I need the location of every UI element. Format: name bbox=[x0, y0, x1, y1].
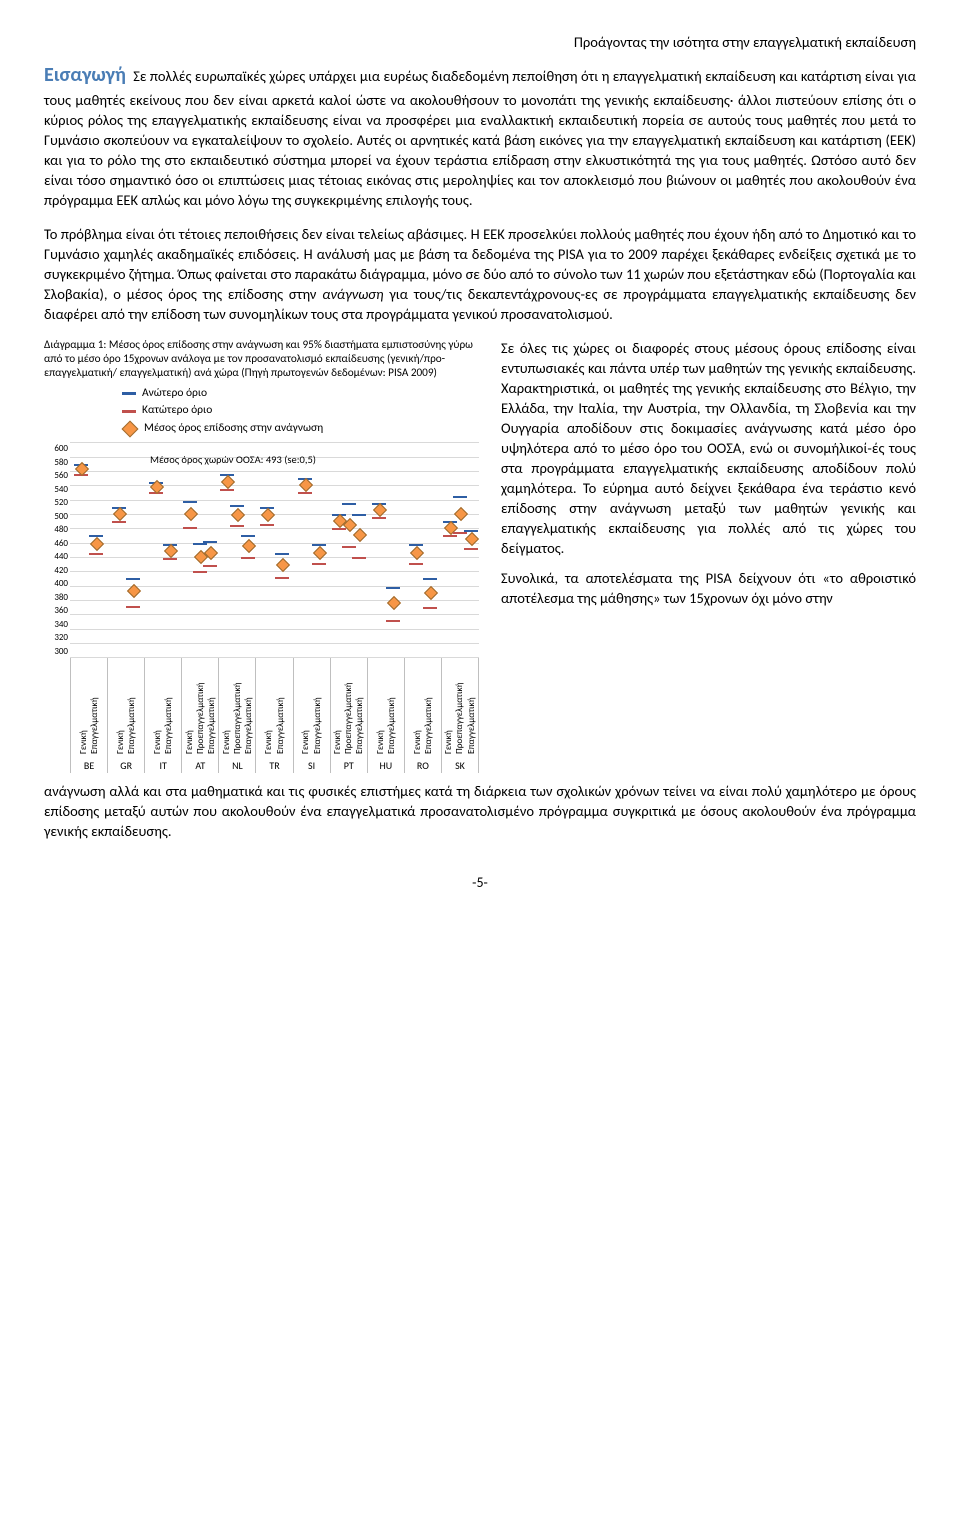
datapoint bbox=[260, 443, 274, 658]
track-label: Επαγγελματική bbox=[244, 661, 253, 755]
legend-lower: Κατώτερο όριο bbox=[142, 403, 212, 419]
track-label: Επαγγελματική bbox=[387, 661, 396, 755]
legend-mean: Μέσος όρος επίδοσης στην ανάγνωση bbox=[144, 421, 323, 437]
paragraph-2: Το πρόβλημα είναι ότι τέτοιες πεποιθήσει… bbox=[44, 224, 916, 324]
legend-swatch-lower bbox=[122, 410, 136, 413]
country-code: PT bbox=[344, 755, 354, 773]
x-axis-country: ΓενικήΠροεπαγγελματικήΕπαγγελματικήPT bbox=[330, 658, 367, 773]
track-label: Επαγγελματική bbox=[127, 661, 136, 755]
chart-column: Διάγραμμα 1: Μέσος όρος επίδοσης στην αν… bbox=[44, 338, 479, 773]
datapoint bbox=[163, 443, 177, 658]
page-number: -5- bbox=[44, 873, 916, 892]
plot: Μέσος όρος χωρών ΟΟΣΑ: 493 (se:0,5) bbox=[70, 443, 479, 658]
x-axis-country: ΓενικήΕπαγγελματικήBE bbox=[70, 658, 107, 773]
track-label: Επαγγελματική bbox=[355, 661, 364, 755]
x-axis: ΓενικήΕπαγγελματικήBEΓενικήΕπαγγελματική… bbox=[70, 658, 479, 773]
track-label: Γενική bbox=[413, 661, 422, 755]
datapoint bbox=[386, 443, 400, 658]
datapoint bbox=[74, 443, 88, 658]
datapoint bbox=[372, 443, 386, 658]
legend-upper: Ανώτερο όριο bbox=[142, 386, 207, 402]
x-axis-country: ΓενικήΠροεπαγγελματικήΕπαγγελματικήNL bbox=[218, 658, 255, 773]
datapoint bbox=[423, 443, 437, 658]
section-title: Εισαγωγή bbox=[44, 63, 126, 87]
side-para-1: Σε όλες τις χώρες οι διαφορές στους μέσο… bbox=[501, 338, 916, 558]
track-label: Γενική bbox=[153, 661, 162, 755]
country-code: RO bbox=[417, 755, 429, 773]
track-label: Επαγγελματική bbox=[467, 661, 476, 755]
track-label: Προεπαγγελματική bbox=[233, 661, 242, 755]
country-code: GR bbox=[120, 755, 132, 773]
track-label: Γενική bbox=[116, 661, 125, 755]
paragraph-1: Εισαγωγή Σε πολλές ευρωπαϊκές χώρες υπάρ… bbox=[44, 62, 916, 210]
x-axis-country: ΓενικήΠροεπαγγελματικήΕπαγγελματικήSK bbox=[441, 658, 479, 773]
x-axis-country: ΓενικήΕπαγγελματικήSI bbox=[293, 658, 330, 773]
country-code: IT bbox=[160, 755, 167, 773]
datapoint bbox=[126, 443, 140, 658]
track-label: Γενική bbox=[264, 661, 273, 755]
datapoint bbox=[275, 443, 289, 658]
legend-diamond bbox=[122, 421, 139, 438]
datapoint bbox=[89, 443, 103, 658]
track-label: Προεπαγγελματική bbox=[196, 661, 205, 755]
x-axis-country: ΓενικήΕπαγγελματικήGR bbox=[107, 658, 144, 773]
track-label: Προεπαγγελματική bbox=[455, 661, 464, 755]
track-label: Επαγγελματική bbox=[90, 661, 99, 755]
track-label: Γενική bbox=[376, 661, 385, 755]
x-axis-country: ΓενικήΕπαγγελματικήRO bbox=[404, 658, 441, 773]
chart-plot-area: 6005805605405205004804604404204003803603… bbox=[44, 443, 479, 658]
paragraph-last: ανάγνωση αλλά και στα μαθηματικά και τις… bbox=[44, 781, 916, 841]
x-axis-country: ΓενικήΕπαγγελματικήIT bbox=[144, 658, 181, 773]
country-code: AT bbox=[195, 755, 205, 773]
country-code: SI bbox=[308, 755, 315, 773]
track-label: Επαγγελματική bbox=[424, 661, 433, 755]
y-axis: 6005805605405205004804604404204003803603… bbox=[44, 443, 68, 658]
country-code: TR bbox=[269, 755, 279, 773]
datapoint bbox=[464, 443, 478, 658]
country-code: BE bbox=[84, 755, 94, 773]
side-para-2: Συνολικά, τα αποτελέσματα της PISA δείχν… bbox=[501, 568, 916, 608]
datapoint bbox=[312, 443, 326, 658]
x-axis-country: ΓενικήΕπαγγελματικήTR bbox=[255, 658, 292, 773]
datapoint bbox=[409, 443, 423, 658]
track-label: Γενική bbox=[185, 661, 194, 755]
para1-text: Σε πολλές ευρωπαϊκές χώρες υπάρχει μια ε… bbox=[44, 67, 916, 209]
track-label: Επαγγελματική bbox=[164, 661, 173, 755]
datapoint bbox=[241, 443, 255, 658]
country-code: NL bbox=[232, 755, 243, 773]
chart-caption: Διάγραμμα 1: Μέσος όρος επίδοσης στην αν… bbox=[44, 338, 479, 380]
datapoint bbox=[298, 443, 312, 658]
legend-swatch-upper bbox=[122, 392, 136, 395]
track-label: Επαγγελματική bbox=[313, 661, 322, 755]
track-label: Επαγγελματική bbox=[207, 661, 216, 755]
datapoint bbox=[203, 443, 217, 658]
datapoint bbox=[149, 443, 163, 658]
track-label: Γενική bbox=[79, 661, 88, 755]
track-label: Προεπαγγελματική bbox=[344, 661, 353, 755]
track-label: Γενική bbox=[222, 661, 231, 755]
x-axis-country: ΓενικήΕπαγγελματικήHU bbox=[367, 658, 404, 773]
datapoint bbox=[112, 443, 126, 658]
country-code: HU bbox=[379, 755, 392, 773]
para2-italic: ανάγνωση bbox=[322, 285, 383, 303]
track-label: Γενική bbox=[444, 661, 453, 755]
chart-legend: Ανώτερο όριο Κατώτερο όριο Μέσος όρος επ… bbox=[122, 386, 479, 438]
running-head: Προάγοντας την ισότητα στην επαγγελματικ… bbox=[44, 32, 916, 52]
track-label: Επαγγελματική bbox=[276, 661, 285, 755]
track-label: Γενική bbox=[301, 661, 310, 755]
datapoint bbox=[352, 443, 366, 658]
country-code: SK bbox=[455, 755, 465, 773]
x-axis-country: ΓενικήΠροεπαγγελματικήΕπαγγελματικήAT bbox=[181, 658, 218, 773]
track-label: Γενική bbox=[333, 661, 342, 755]
